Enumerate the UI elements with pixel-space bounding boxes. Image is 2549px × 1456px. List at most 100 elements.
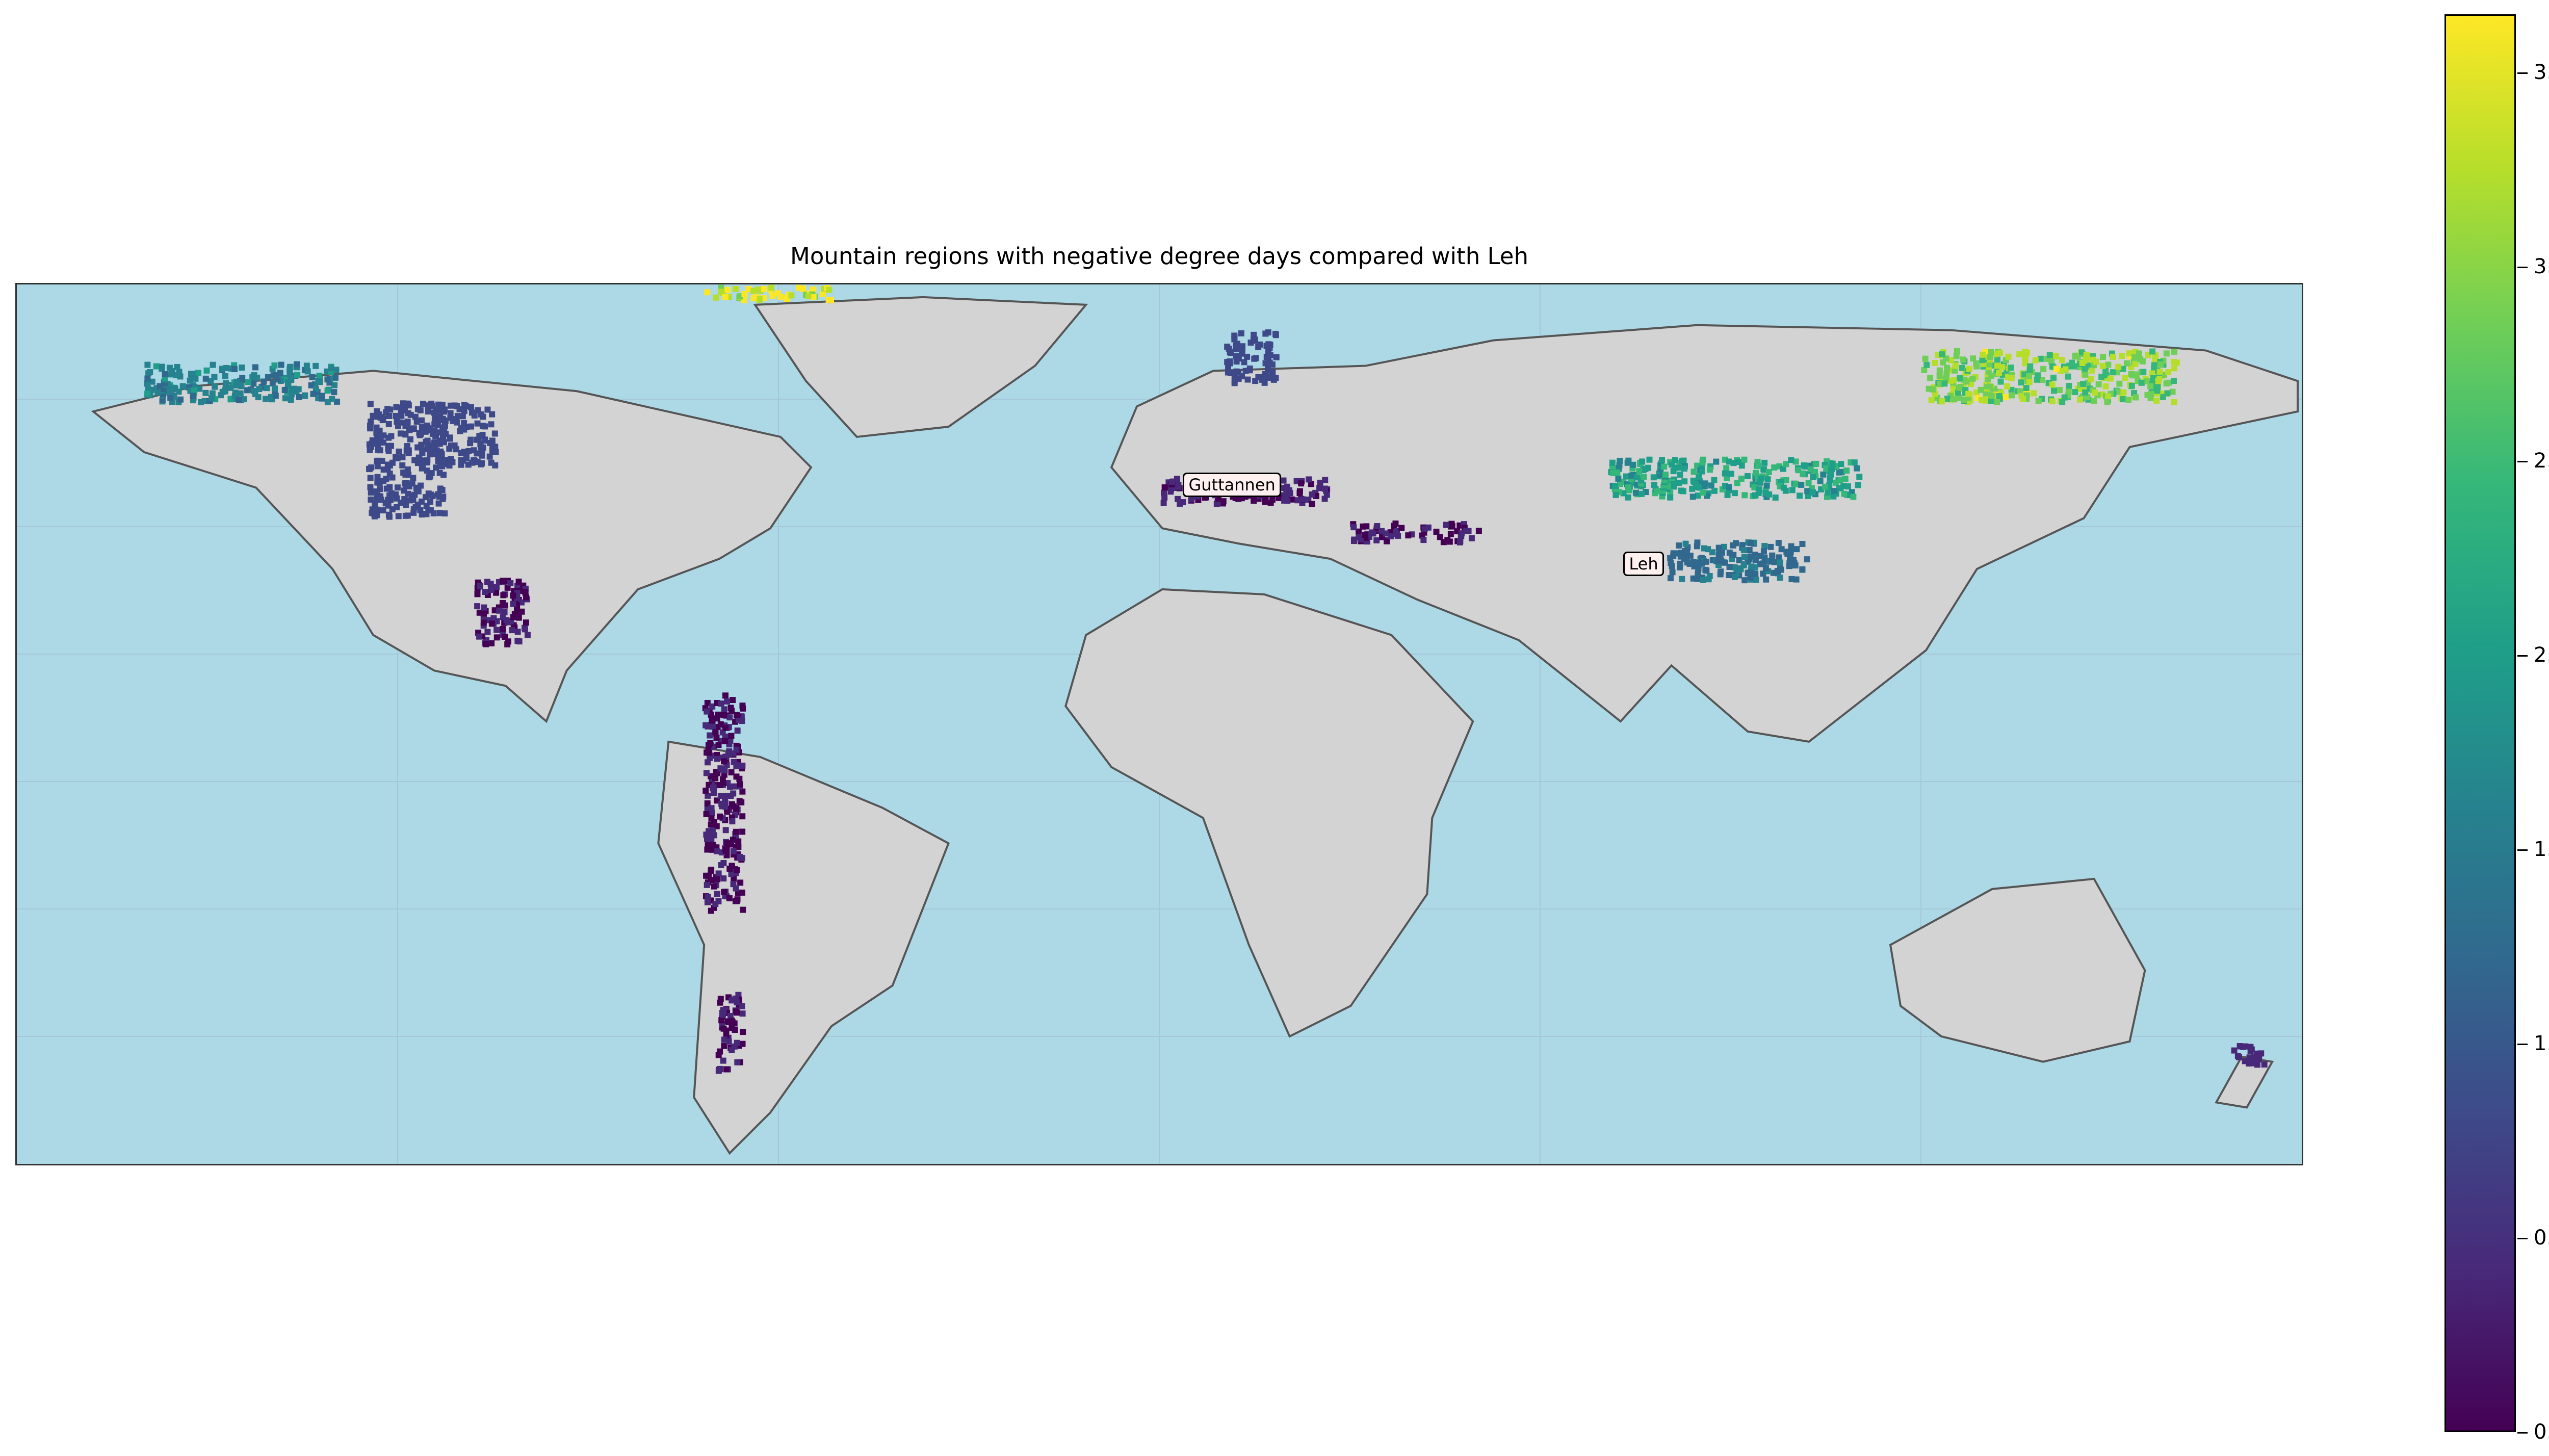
- mountain-cell: [1828, 464, 1835, 471]
- mountain-cell: [271, 385, 278, 392]
- mountain-cell: [2126, 350, 2132, 357]
- mountain-cell: [1792, 458, 1799, 465]
- mountain-cell: [741, 297, 747, 303]
- mountain-cell: [2057, 386, 2063, 393]
- mountain-cell: [1745, 570, 1751, 577]
- mountain-cell: [723, 793, 730, 799]
- mountain-cell: [2059, 357, 2065, 363]
- colorbar-tick: [2517, 849, 2528, 851]
- mountain-cell: [705, 723, 711, 730]
- mountain-cell: [476, 633, 483, 640]
- mountain-cell: [1448, 523, 1454, 530]
- mountain-cell: [1667, 575, 1674, 582]
- mountain-cell: [385, 421, 392, 427]
- mountain-cell: [500, 578, 507, 585]
- mountain-cell: [1672, 464, 1678, 471]
- mountain-cell: [484, 629, 491, 635]
- mountain-cell: [461, 402, 467, 408]
- mountain-cell: [1766, 491, 1773, 498]
- mountain-cell: [2002, 357, 2009, 363]
- mountain-cell: [446, 446, 453, 452]
- mountain-cell: [1316, 485, 1323, 491]
- mountain-cell: [303, 362, 310, 369]
- mountain-cell: [179, 383, 186, 389]
- mountain-cell: [1714, 558, 1721, 564]
- mountain-cell: [1986, 361, 1993, 368]
- map-frame[interactable]: Guttannen Leh: [15, 283, 2303, 1165]
- mountain-cell: [478, 461, 484, 467]
- mountain-cell: [2045, 380, 2052, 386]
- mountain-cell: [377, 486, 383, 492]
- mountain-cell: [393, 412, 399, 419]
- mountain-cell: [401, 405, 408, 411]
- mountain-cell: [309, 374, 316, 380]
- mountain-cell: [1242, 368, 1249, 374]
- south-america-land: [657, 740, 950, 1155]
- mountain-cell: [2091, 362, 2097, 369]
- mountain-cell: [1950, 382, 1957, 388]
- mountain-cell: [144, 361, 151, 368]
- mountain-cell: [1175, 496, 1181, 502]
- mountain-cell: [722, 724, 729, 731]
- mountain-cell: [429, 430, 436, 437]
- mountain-cell: [389, 474, 396, 481]
- mountain-cell: [1293, 478, 1300, 484]
- mountain-cell: [395, 513, 402, 519]
- mountain-cell: [1651, 482, 1658, 488]
- mountain-cell: [1849, 489, 1855, 496]
- mountain-cell: [490, 615, 497, 621]
- mountain-cell: [1740, 547, 1747, 554]
- mountain-cell: [288, 377, 295, 383]
- mountain-cell: [488, 620, 495, 627]
- mountain-cell: [717, 793, 724, 799]
- mountain-cell: [2128, 363, 2135, 370]
- mountain-cell: [1270, 376, 1277, 383]
- mountain-cell: [1842, 476, 1849, 482]
- mountain-cell: [2122, 375, 2128, 381]
- mountain-cell: [1928, 397, 1935, 404]
- mountain-cell: [327, 369, 334, 375]
- mountain-cell: [704, 846, 711, 853]
- mountain-cell: [1824, 458, 1830, 465]
- mountain-cell: [385, 412, 392, 419]
- mountain-cell: [1630, 461, 1636, 468]
- mountain-cell: [446, 462, 453, 469]
- mountain-cell: [722, 692, 729, 699]
- mountain-cell: [1730, 552, 1736, 558]
- mountain-cell: [386, 492, 393, 499]
- mountain-cell: [1985, 376, 1991, 382]
- australia-land: [1889, 877, 2146, 1063]
- mountain-cell: [448, 442, 454, 449]
- mountain-cell: [454, 419, 460, 426]
- mountain-cell: [385, 502, 392, 509]
- mountain-cell: [419, 465, 425, 472]
- mountain-cell: [1996, 396, 2003, 402]
- mountain-cell: [483, 637, 490, 643]
- mountain-cell: [1691, 563, 1698, 569]
- mountain-cell: [2161, 372, 2167, 378]
- mountain-cell: [723, 1033, 730, 1039]
- mountain-cell: [157, 383, 163, 389]
- mountain-cell: [404, 443, 410, 450]
- mountain-cell: [1726, 458, 1732, 465]
- mountain-cell: [2107, 375, 2114, 382]
- mountain-cell: [1965, 391, 1972, 397]
- mountain-cell: [2155, 378, 2162, 384]
- mountain-cell: [1362, 532, 1369, 538]
- mountain-cell: [1709, 549, 1715, 556]
- mountain-cell: [1364, 538, 1370, 545]
- mountain-cell: [1250, 336, 1257, 343]
- mountain-cell: [467, 440, 474, 447]
- mountain-cell: [465, 461, 472, 468]
- mountain-cell: [1398, 525, 1405, 531]
- mountain-cell: [711, 819, 717, 825]
- mountain-cell: [367, 475, 374, 481]
- mountain-cell: [1309, 491, 1315, 498]
- mountain-cell: [708, 821, 714, 828]
- mountain-cell: [398, 500, 404, 506]
- mountain-cell: [431, 409, 437, 416]
- mountain-cell: [149, 378, 155, 385]
- mountain-cell: [172, 385, 178, 392]
- mountain-cell: [1755, 490, 1762, 497]
- mountain-cell: [504, 584, 511, 591]
